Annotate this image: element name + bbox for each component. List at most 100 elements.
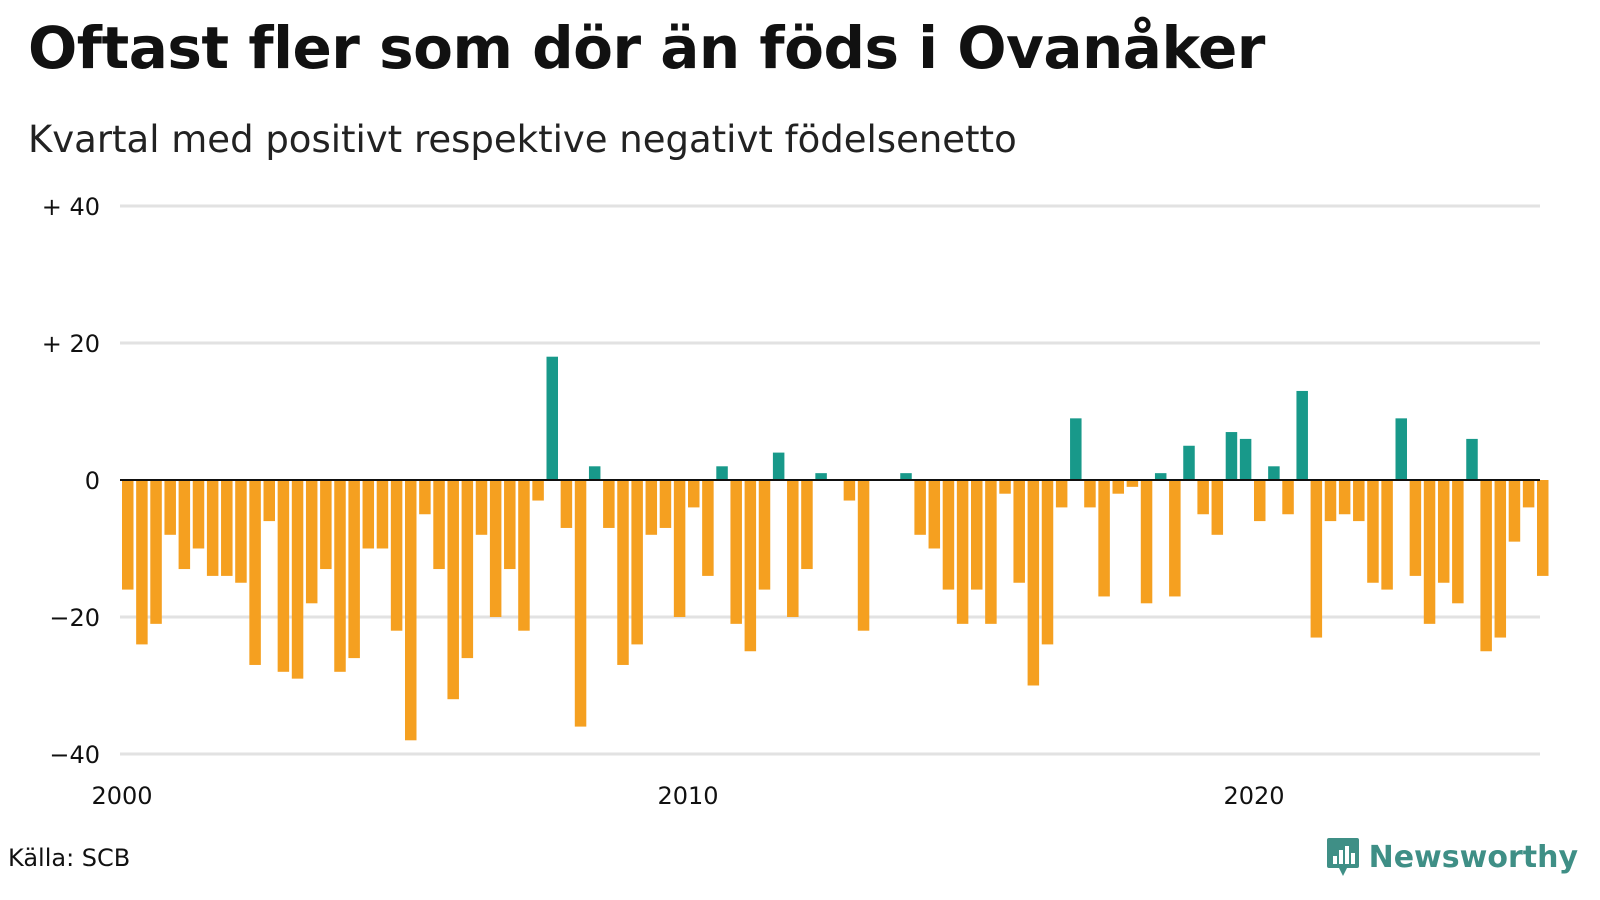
bar (518, 480, 530, 631)
bar (320, 480, 332, 570)
bar (688, 480, 700, 508)
bar (956, 480, 969, 624)
bar (716, 466, 728, 480)
bar (532, 480, 544, 501)
bar (603, 480, 615, 528)
bar (631, 480, 643, 645)
bar (1055, 480, 1068, 508)
bar (914, 480, 926, 535)
bar (928, 480, 941, 549)
bar (574, 480, 587, 727)
bar (221, 480, 233, 576)
bar (1395, 418, 1407, 480)
bar (1494, 480, 1507, 638)
bar (263, 480, 275, 522)
bar (1098, 480, 1110, 597)
bar (1140, 480, 1153, 604)
bar (1381, 480, 1393, 590)
bar (150, 480, 162, 624)
bar (1154, 473, 1167, 480)
bar (489, 480, 502, 617)
bar (419, 480, 431, 515)
bar (546, 356, 558, 480)
y-tick-label: 0 (85, 467, 100, 495)
bar (1296, 390, 1308, 480)
bar (235, 480, 247, 583)
bar (730, 480, 742, 624)
bar (1310, 480, 1323, 638)
bar (1367, 480, 1379, 583)
x-tick-label: 2000 (91, 782, 152, 810)
source-note: Källa: SCB (8, 844, 131, 872)
bar (1437, 480, 1450, 583)
bar (985, 480, 997, 624)
bar (857, 480, 870, 631)
bar (1338, 480, 1351, 515)
bar (1169, 480, 1181, 597)
y-tick-label: −40 (49, 741, 100, 769)
bar (405, 480, 417, 741)
bar (334, 480, 346, 672)
bar (843, 480, 856, 501)
bar (787, 480, 799, 617)
bar (772, 452, 785, 480)
bar (673, 480, 686, 617)
bar (305, 480, 318, 604)
bar (504, 480, 516, 570)
bar (1013, 480, 1025, 583)
bar (122, 480, 134, 590)
bar (447, 480, 459, 700)
bar (1522, 480, 1535, 508)
bar (206, 480, 219, 576)
bar (659, 480, 672, 528)
bar (1466, 438, 1478, 480)
bar (1423, 480, 1436, 624)
chart-title: Oftast fler som dör än föds i Ovanåker (28, 14, 1265, 82)
axes: + 40 + 20 0 −20 −40 2000 2010 2020 (42, 193, 1540, 810)
bar (249, 480, 261, 665)
bar (1239, 438, 1252, 480)
bar (475, 480, 488, 535)
bar (136, 480, 148, 645)
bar (1409, 480, 1422, 576)
bar (560, 480, 573, 528)
bar (1070, 418, 1082, 480)
bar (1452, 480, 1464, 604)
bar (362, 480, 375, 549)
bar (999, 480, 1011, 494)
bar (1282, 480, 1294, 515)
bar (1211, 480, 1224, 535)
bar (900, 473, 912, 480)
bar (702, 480, 714, 576)
brand-name: Newsworthy (1368, 839, 1578, 875)
chart-subtitle: Kvartal med positivt respektive negativt… (28, 118, 1017, 161)
bar (461, 480, 474, 659)
bar (390, 480, 403, 631)
bar (1183, 445, 1195, 480)
bar (1268, 466, 1280, 480)
grid-lines (120, 204, 1540, 756)
bar (1353, 480, 1365, 522)
bar (617, 480, 629, 665)
bar (348, 480, 360, 659)
newsworthy-logo-icon (1326, 838, 1359, 876)
bar (433, 480, 445, 570)
bar (291, 480, 304, 679)
brand-logo: Newsworthy (1325, 836, 1578, 878)
bar (1041, 480, 1054, 645)
y-tick-label: + 20 (42, 330, 100, 358)
bar (178, 480, 191, 570)
bar (1126, 480, 1139, 487)
bar (376, 480, 389, 549)
x-tick-label: 2020 (1223, 782, 1284, 810)
bars (122, 356, 1549, 741)
bar (164, 480, 176, 535)
bar (758, 480, 771, 590)
bar (277, 480, 290, 672)
bar (801, 480, 813, 570)
bar (645, 480, 658, 535)
y-tick-label: + 40 (42, 193, 100, 221)
x-tick-label: 2010 (657, 782, 718, 810)
bar (744, 480, 757, 652)
